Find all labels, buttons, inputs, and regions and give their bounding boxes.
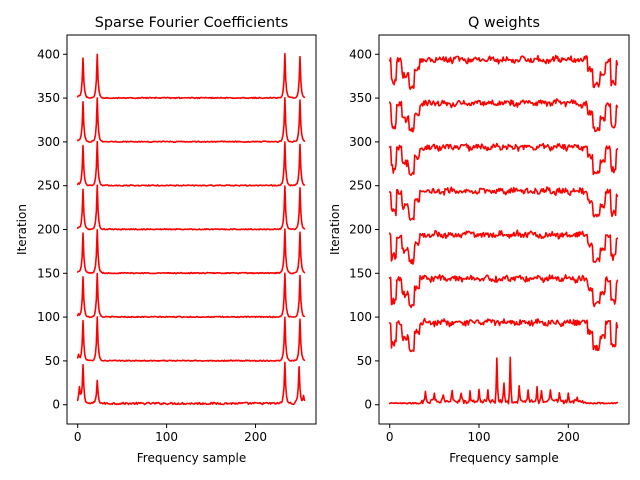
left-series-line-5 xyxy=(76,140,306,187)
right-series-line-1 xyxy=(388,317,619,353)
left-y-tick-label: 150 xyxy=(37,266,60,280)
right-x-axis-label: Frequency sample xyxy=(449,451,558,465)
left-series-line-7 xyxy=(76,52,306,100)
left-x-ticks: 0 100 200 xyxy=(74,424,267,444)
left-y-ticks: 0 50 100 150 200 250 300 350 400 xyxy=(37,47,67,412)
left-chart: Sparse Fourier Coefficients 0 100 200 0 50 1… xyxy=(15,15,317,465)
left-series-line-3 xyxy=(76,228,306,275)
left-series-line-1 xyxy=(76,316,306,363)
right-y-ticks: 0 50 100 150 200 250 300 350 400 xyxy=(349,47,379,412)
right-series-line-6 xyxy=(388,98,619,133)
right-series-line-0 xyxy=(388,356,619,405)
right-y-tick-label: 0 xyxy=(364,398,372,412)
right-y-tick-label: 150 xyxy=(349,266,372,280)
right-series-line-5 xyxy=(388,142,619,176)
right-series-line-2 xyxy=(388,274,619,309)
left-y-tick-label: 200 xyxy=(37,223,60,237)
right-series-line-4 xyxy=(388,186,619,221)
left-y-axis-label: Iteration xyxy=(15,204,29,255)
right-y-tick-label: 200 xyxy=(349,223,372,237)
left-y-tick-label: 350 xyxy=(37,91,60,105)
right-y-tick-label: 100 xyxy=(349,310,372,324)
left-chart-title: Sparse Fourier Coefficients xyxy=(95,15,289,31)
left-chart-traces xyxy=(76,52,306,406)
right-chart: Q weights 0 100 200 0 50 100 150 200 250 300 350 4… xyxy=(328,15,630,465)
left-x-tick-label: 200 xyxy=(244,430,267,444)
right-chart-title: Q weights xyxy=(468,15,540,31)
left-series-line-2 xyxy=(76,272,306,319)
left-x-tick-label: 0 xyxy=(74,430,82,444)
right-chart-traces xyxy=(388,54,619,405)
right-y-tick-label: 350 xyxy=(349,91,372,105)
right-y-tick-label: 50 xyxy=(357,354,372,368)
left-y-tick-label: 300 xyxy=(37,135,60,149)
left-x-tick-label: 100 xyxy=(155,430,178,444)
right-x-ticks: 0 100 200 xyxy=(386,424,580,444)
right-series-line-7 xyxy=(388,54,619,91)
left-y-tick-label: 50 xyxy=(45,354,60,368)
left-y-tick-label: 400 xyxy=(37,47,60,61)
left-y-tick-label: 0 xyxy=(52,398,60,412)
left-y-tick-label: 100 xyxy=(37,310,60,324)
right-y-axis-label: Iteration xyxy=(328,204,342,255)
left-series-line-0 xyxy=(76,361,306,406)
right-x-tick-label: 0 xyxy=(386,430,394,444)
left-x-axis-label: Frequency sample xyxy=(137,451,246,465)
left-series-line-6 xyxy=(76,96,306,143)
right-y-tick-label: 400 xyxy=(349,47,372,61)
right-series-line-3 xyxy=(388,229,619,265)
left-series-line-4 xyxy=(76,184,306,231)
left-y-tick-label: 250 xyxy=(37,179,60,193)
right-y-tick-label: 250 xyxy=(349,179,372,193)
right-y-tick-label: 300 xyxy=(349,135,372,149)
right-x-tick-label: 100 xyxy=(468,430,491,444)
right-x-tick-label: 200 xyxy=(557,430,580,444)
